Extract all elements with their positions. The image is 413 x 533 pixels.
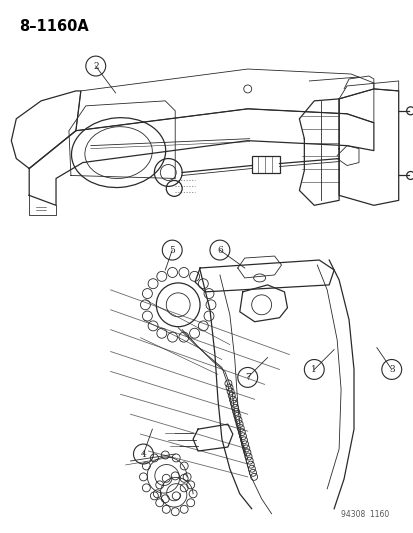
Text: 7: 7: [244, 373, 250, 382]
Text: 8–1160A: 8–1160A: [19, 19, 89, 34]
Text: 2: 2: [93, 61, 98, 70]
Text: 4: 4: [140, 449, 146, 458]
Text: 1: 1: [311, 365, 316, 374]
Text: 6: 6: [216, 246, 222, 255]
Bar: [251, 156, 279, 173]
Text: 3: 3: [388, 365, 394, 374]
Text: 94308  1160: 94308 1160: [340, 510, 388, 519]
Text: 5: 5: [169, 246, 175, 255]
